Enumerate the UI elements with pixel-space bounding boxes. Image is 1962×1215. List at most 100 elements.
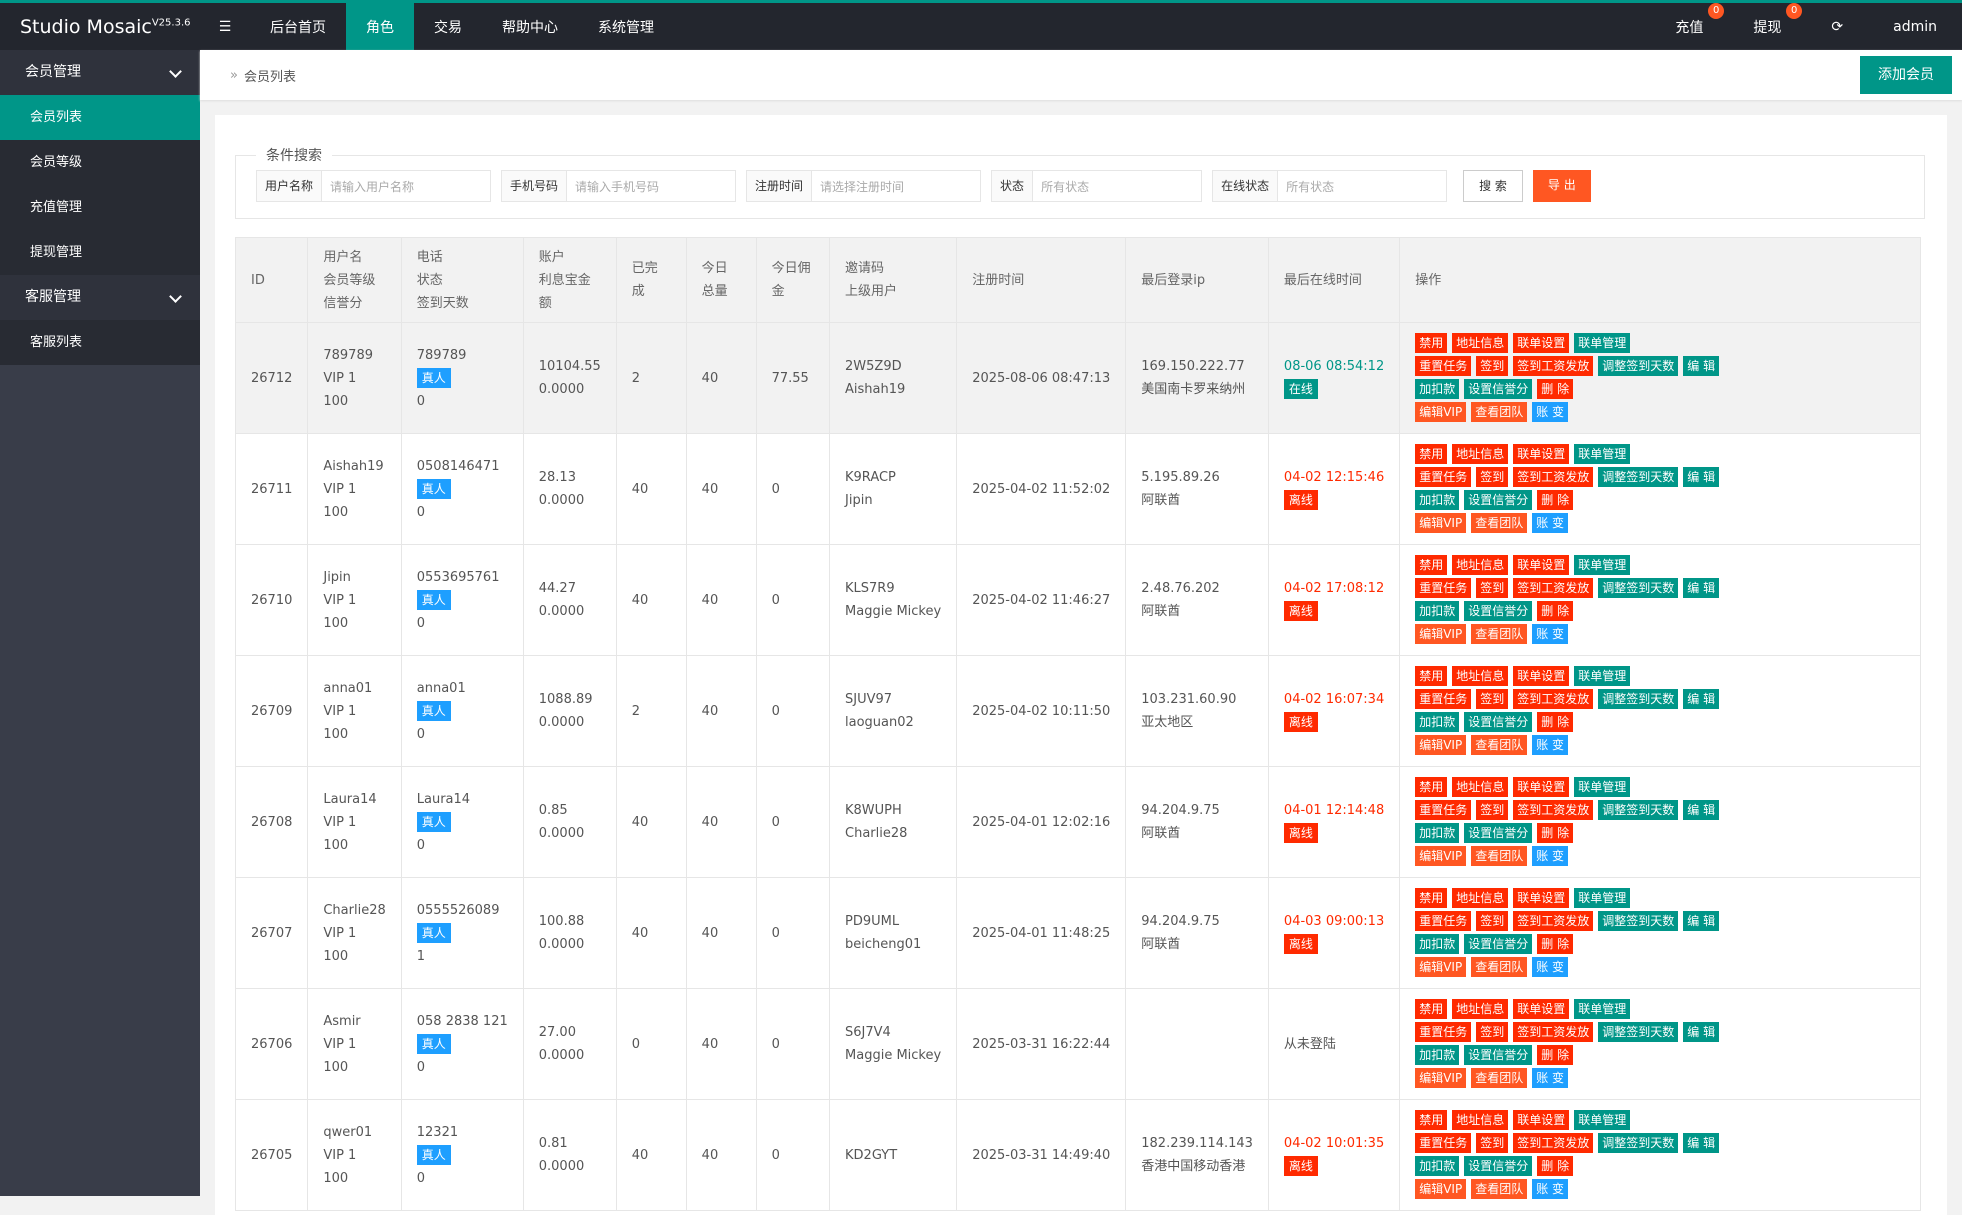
action-button[interactable]: 查看团队 <box>1471 624 1528 644</box>
action-button[interactable]: 加扣款 <box>1415 712 1460 732</box>
action-button[interactable]: 查看团队 <box>1471 402 1528 422</box>
action-button[interactable]: 编 辑 <box>1683 689 1720 709</box>
action-button[interactable]: 禁用 <box>1415 444 1448 464</box>
action-button[interactable]: 签到工资发放 <box>1513 800 1594 820</box>
action-button[interactable]: 账 变 <box>1532 846 1569 866</box>
action-button[interactable]: 删 除 <box>1537 490 1574 510</box>
action-button[interactable]: 设置信誉分 <box>1464 490 1533 510</box>
action-button[interactable]: 调整签到天数 <box>1598 356 1679 376</box>
action-button[interactable]: 地址信息 <box>1452 777 1509 797</box>
action-button[interactable]: 签到 <box>1476 1133 1509 1153</box>
action-button[interactable]: 联单设置 <box>1513 999 1570 1019</box>
action-button[interactable]: 查看团队 <box>1471 1179 1528 1199</box>
action-button[interactable]: 加扣款 <box>1415 601 1460 621</box>
action-button[interactable]: 联单设置 <box>1513 1110 1570 1130</box>
sidebar-item[interactable]: 提现管理 <box>0 230 200 275</box>
action-button[interactable]: 调整签到天数 <box>1598 1022 1679 1042</box>
action-button[interactable]: 签到工资发放 <box>1513 1133 1594 1153</box>
action-button[interactable]: 联单管理 <box>1574 777 1631 797</box>
action-button[interactable]: 地址信息 <box>1452 555 1509 575</box>
action-button[interactable]: 签到工资发放 <box>1513 1022 1594 1042</box>
action-button[interactable]: 设置信誉分 <box>1464 379 1533 399</box>
field-input[interactable]: 请输入手机号码 <box>575 179 660 194</box>
action-button[interactable]: 联单设置 <box>1513 555 1570 575</box>
action-button[interactable]: 签到工资发放 <box>1513 911 1594 931</box>
action-button[interactable]: 编 辑 <box>1683 467 1720 487</box>
action-button[interactable]: 签到 <box>1476 800 1509 820</box>
action-button[interactable]: 禁用 <box>1415 555 1448 575</box>
action-button[interactable]: 加扣款 <box>1415 490 1460 510</box>
action-button[interactable]: 联单管理 <box>1574 666 1631 686</box>
action-button[interactable]: 账 变 <box>1532 735 1569 755</box>
top-link[interactable]: 提现 0 <box>1728 2 1806 37</box>
action-button[interactable]: 查看团队 <box>1471 957 1528 977</box>
action-button[interactable]: 签到 <box>1476 911 1509 931</box>
sidebar-group[interactable]: 会员管理 <box>0 50 200 95</box>
action-button[interactable]: 重置任务 <box>1415 911 1472 931</box>
menu-toggle[interactable]: ☰ <box>218 18 232 35</box>
action-button[interactable]: 签到工资发放 <box>1513 356 1594 376</box>
action-button[interactable]: 禁用 <box>1415 666 1448 686</box>
action-button[interactable]: 加扣款 <box>1415 379 1460 399</box>
action-button[interactable]: 调整签到天数 <box>1598 911 1679 931</box>
action-button[interactable]: 重置任务 <box>1415 800 1472 820</box>
action-button[interactable]: 设置信誉分 <box>1464 1156 1533 1176</box>
action-button[interactable]: 地址信息 <box>1452 666 1509 686</box>
action-button[interactable]: 签到工资发放 <box>1513 467 1594 487</box>
action-button[interactable]: 禁用 <box>1415 999 1448 1019</box>
action-button[interactable]: 编辑VIP <box>1415 957 1467 977</box>
action-button[interactable]: 联单设置 <box>1513 444 1570 464</box>
sidebar-item[interactable]: 会员等级 <box>0 140 200 185</box>
action-button[interactable]: 编 辑 <box>1683 578 1720 598</box>
field-input[interactable]: 请选择注册时间 <box>820 179 905 194</box>
action-button[interactable]: 调整签到天数 <box>1598 689 1679 709</box>
action-button[interactable]: 重置任务 <box>1415 689 1472 709</box>
action-button[interactable]: 删 除 <box>1537 712 1574 732</box>
sidebar-item[interactable]: 客服列表 <box>0 320 200 365</box>
nav-item[interactable]: 交易 <box>434 19 462 36</box>
action-button[interactable]: 加扣款 <box>1415 1045 1460 1065</box>
action-button[interactable]: 调整签到天数 <box>1598 467 1679 487</box>
search-button[interactable]: 搜 索 <box>1463 170 1523 202</box>
nav-item[interactable]: 系统管理 <box>598 19 654 36</box>
action-button[interactable]: 删 除 <box>1537 601 1574 621</box>
action-button[interactable]: 地址信息 <box>1452 888 1509 908</box>
action-button[interactable]: 查看团队 <box>1471 1068 1528 1088</box>
action-button[interactable]: 调整签到天数 <box>1598 578 1679 598</box>
action-button[interactable]: 加扣款 <box>1415 1156 1460 1176</box>
action-button[interactable]: 禁用 <box>1415 333 1448 353</box>
field-input[interactable]: 所有状态 <box>1041 179 1090 194</box>
action-button[interactable]: 加扣款 <box>1415 934 1460 954</box>
action-button[interactable]: 编辑VIP <box>1415 1179 1467 1199</box>
sidebar-item[interactable]: 会员列表 <box>0 95 200 140</box>
action-button[interactable]: 联单设置 <box>1513 333 1570 353</box>
action-button[interactable]: 签到 <box>1476 578 1509 598</box>
action-button[interactable]: 账 变 <box>1532 957 1569 977</box>
action-button[interactable]: 编 辑 <box>1683 911 1720 931</box>
sidebar-group[interactable]: 客服管理 <box>0 275 200 320</box>
action-button[interactable]: 签到工资发放 <box>1513 578 1594 598</box>
action-button[interactable]: 账 变 <box>1532 1179 1569 1199</box>
action-button[interactable]: 编辑VIP <box>1415 1068 1467 1088</box>
action-button[interactable]: 签到 <box>1476 467 1509 487</box>
action-button[interactable]: 删 除 <box>1537 934 1574 954</box>
action-button[interactable]: 联单管理 <box>1574 999 1631 1019</box>
action-button[interactable]: 设置信誉分 <box>1464 712 1533 732</box>
action-button[interactable]: 删 除 <box>1537 379 1574 399</box>
action-button[interactable]: 查看团队 <box>1471 513 1528 533</box>
action-button[interactable]: 签到 <box>1476 689 1509 709</box>
action-button[interactable]: 查看团队 <box>1471 846 1528 866</box>
sidebar-item[interactable]: 充值管理 <box>0 185 200 230</box>
action-button[interactable]: 联单管理 <box>1574 888 1631 908</box>
action-button[interactable]: 设置信誉分 <box>1464 1045 1533 1065</box>
action-button[interactable]: 调整签到天数 <box>1598 800 1679 820</box>
action-button[interactable]: 编辑VIP <box>1415 624 1467 644</box>
action-button[interactable]: 联单管理 <box>1574 444 1631 464</box>
action-button[interactable]: 编辑VIP <box>1415 846 1467 866</box>
nav-item[interactable]: 帮助中心 <box>502 19 558 36</box>
action-button[interactable]: 设置信誉分 <box>1464 934 1533 954</box>
action-button[interactable]: 重置任务 <box>1415 578 1472 598</box>
action-button[interactable]: 签到 <box>1476 1022 1509 1042</box>
action-button[interactable]: 账 变 <box>1532 624 1569 644</box>
action-button[interactable]: 编辑VIP <box>1415 735 1467 755</box>
